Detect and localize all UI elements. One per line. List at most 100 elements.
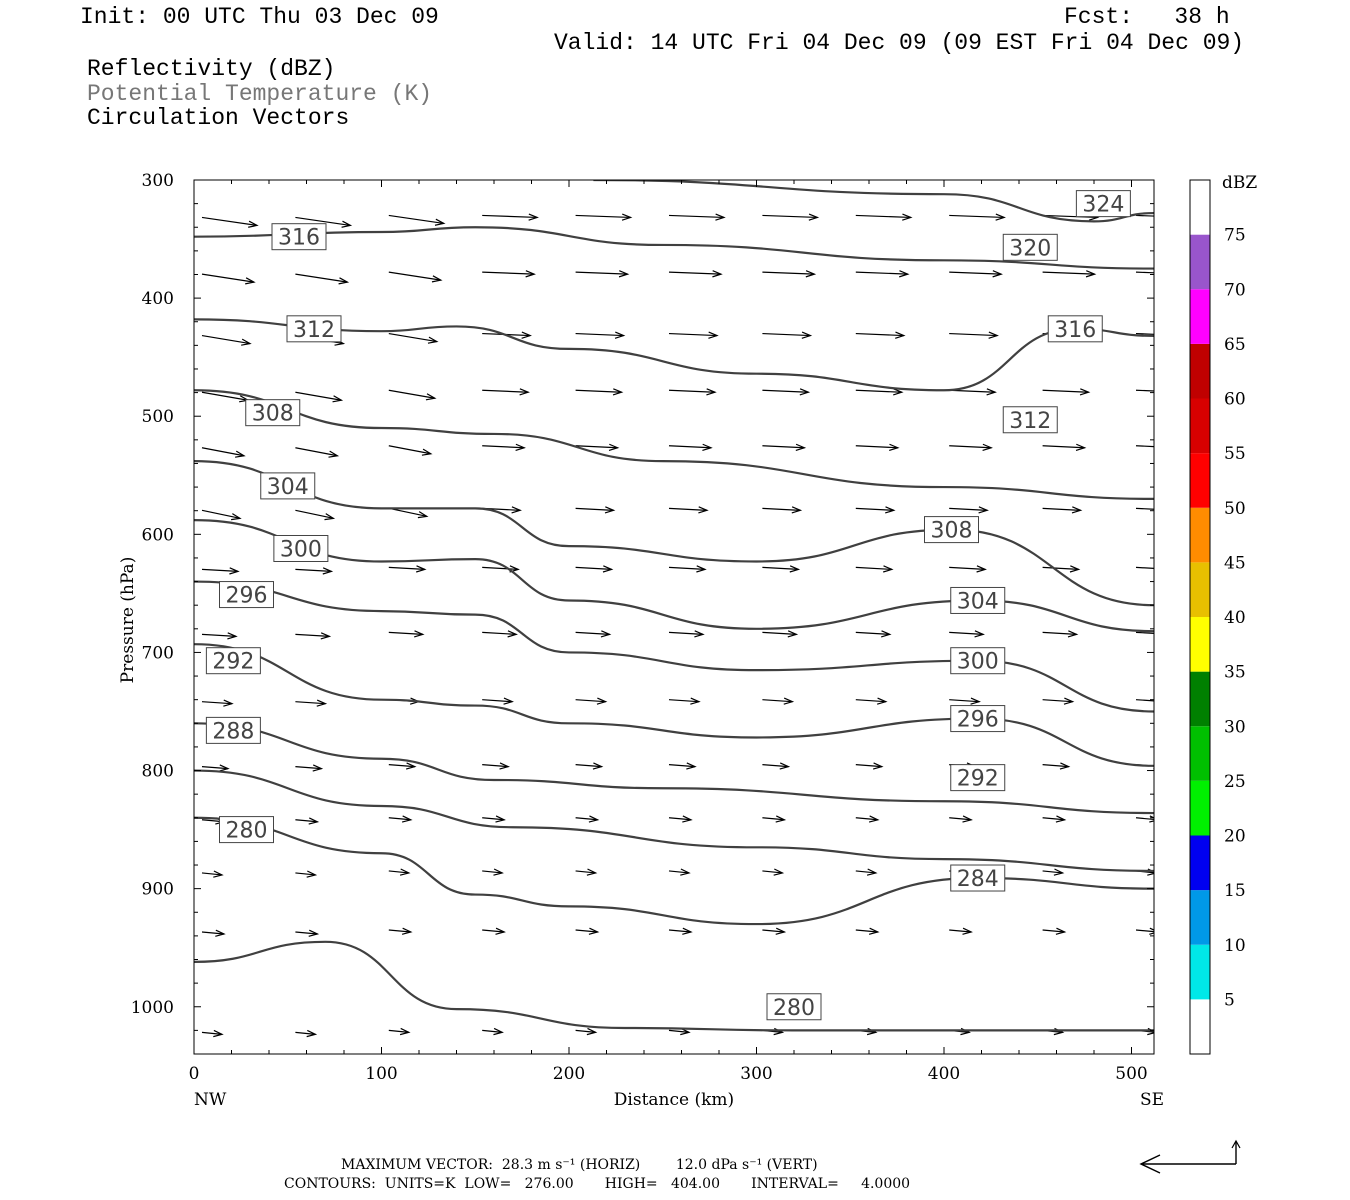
vector-arrow-head xyxy=(425,393,437,401)
vector-arrow xyxy=(855,764,882,768)
vector-arrow-head xyxy=(621,213,633,221)
vector-arrow xyxy=(388,214,444,225)
vector-arrow xyxy=(1135,389,1154,392)
isentrope-308 xyxy=(194,459,1154,607)
vector-arrow xyxy=(855,631,890,635)
vector-arrow xyxy=(762,817,785,821)
vector-arrow xyxy=(388,566,425,570)
vector-arrow-head xyxy=(1149,815,1154,823)
isentrope-label: 324 xyxy=(1082,193,1124,218)
colorbar-tick-label: 15 xyxy=(1224,881,1246,901)
colorbar-bin xyxy=(1190,398,1210,454)
vector-arrow-head xyxy=(308,817,320,825)
isentrope-label-box xyxy=(286,315,342,343)
vector-arrow xyxy=(855,566,892,570)
colorbar-bin xyxy=(1190,780,1210,836)
vector-arrow xyxy=(1135,214,1154,217)
vector-arrow-head xyxy=(308,929,320,937)
isentrope-label: 304 xyxy=(267,475,309,500)
vector-arrow xyxy=(1042,817,1065,821)
vector-arrow-head xyxy=(592,762,604,770)
vector-arrow-head xyxy=(341,220,353,228)
vector-arrow-head xyxy=(528,213,539,221)
vector-arrow xyxy=(201,931,225,935)
vector-arrow xyxy=(668,507,708,511)
field-reflectivity: Reflectivity (dBZ) xyxy=(87,56,336,82)
x-tick-label: 300 xyxy=(740,1064,772,1084)
isentrope-292 xyxy=(194,722,1154,815)
vector-arrow-head xyxy=(493,1027,504,1036)
vector-arrow-head xyxy=(414,630,425,638)
x-label-se: SE xyxy=(1140,1090,1164,1110)
isentrope-label-box xyxy=(950,705,1006,733)
vector-arrow xyxy=(949,445,992,449)
vector-arrow-head xyxy=(962,815,973,823)
colorbar-bin xyxy=(1190,999,1210,1054)
vector-arrow xyxy=(295,931,318,935)
isentrope-label: 308 xyxy=(931,519,973,544)
vector-arrow xyxy=(949,271,1002,275)
vector-arrow xyxy=(762,332,811,337)
vector-arrow xyxy=(482,214,538,219)
colorbar-tick-label: 25 xyxy=(1224,772,1246,792)
isentrope-label: 296 xyxy=(226,584,268,609)
vector-arrow xyxy=(762,870,783,874)
vector-arrow xyxy=(482,271,535,275)
isentrope-320 xyxy=(194,226,1154,270)
valid-time: Valid: 14 UTC Fri 04 Dec 09 (09 EST Fri … xyxy=(554,30,1245,56)
colorbar-tick-label: 35 xyxy=(1224,663,1246,683)
vector-arrow-head xyxy=(992,270,1003,278)
vector-arrow-head xyxy=(712,270,723,278)
vector-arrow-head xyxy=(982,443,993,451)
isentrope-label: 288 xyxy=(212,719,254,744)
vector-arrow xyxy=(482,566,519,570)
vector-arrow-head xyxy=(328,450,340,458)
vector-arrow-head xyxy=(499,762,510,770)
vector-arrow xyxy=(668,699,700,703)
isentrope-label: 280 xyxy=(773,996,815,1021)
vector-arrow xyxy=(668,566,706,570)
vector-arrow-head xyxy=(427,336,439,344)
colorbar-bin xyxy=(1190,835,1210,891)
vector-arrow-head xyxy=(1075,443,1087,451)
vector-arrow-head xyxy=(1173,389,1182,395)
vector-arrow-head xyxy=(1085,270,1097,278)
colorbar-bin xyxy=(1190,726,1210,781)
vector-arrow-head xyxy=(1163,566,1172,572)
colorbar-tick-label: 60 xyxy=(1224,390,1246,410)
isentrope-label: 292 xyxy=(957,767,999,792)
contours-note: CONTOURS: UNITS=K LOW= 276.00 HIGH= 404.… xyxy=(284,1176,911,1192)
isentrope-label: 312 xyxy=(293,318,335,343)
vector-arrow xyxy=(201,766,229,770)
vector-arrow xyxy=(1042,631,1077,635)
y-tick-labels: 300 400 500 600 700 800 900 1000 xyxy=(131,171,174,1018)
vector-arrow xyxy=(1135,817,1154,821)
isentrope-label: 312 xyxy=(1009,409,1051,434)
x-tick-label: 0 xyxy=(189,1064,200,1084)
vector-arrow-head xyxy=(808,213,820,221)
vector-arrow xyxy=(388,271,441,281)
colorbar-bin xyxy=(1190,617,1210,672)
isentrope-label-box xyxy=(260,472,316,500)
vector-arrow-head xyxy=(801,331,813,339)
vector-arrow-head xyxy=(306,870,318,878)
vector-arrow xyxy=(388,1029,409,1033)
vector-arrow xyxy=(1042,870,1063,874)
colorbar-tick-label: 5 xyxy=(1224,990,1235,1010)
vector-arrow-head xyxy=(791,506,803,514)
vector-arrow-head xyxy=(223,699,234,707)
isentrope-label: 284 xyxy=(957,867,999,892)
vector-arrow xyxy=(668,1029,690,1033)
vector-arrow xyxy=(1135,631,1154,635)
isentrope-label: 316 xyxy=(1054,318,1096,343)
vector-arrow-head xyxy=(715,213,726,221)
vector-arrow-head xyxy=(876,697,888,705)
isentrope-label-box xyxy=(219,581,274,609)
isentrope-label-box xyxy=(219,816,274,844)
vector-arrow xyxy=(295,568,332,572)
vector-arrow xyxy=(295,216,351,227)
vector-arrow-head xyxy=(586,868,598,876)
vector-arrow xyxy=(575,214,631,219)
vector-arrow xyxy=(1042,271,1095,275)
